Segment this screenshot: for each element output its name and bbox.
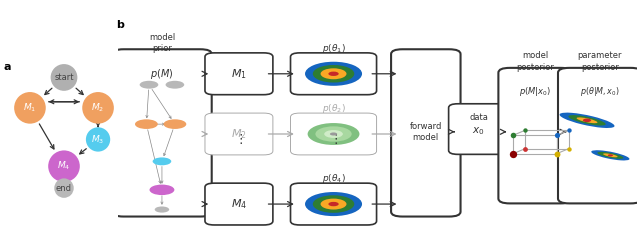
- Circle shape: [308, 123, 360, 145]
- Text: $M_{4}$: $M_{4}$: [58, 160, 70, 173]
- Circle shape: [48, 150, 80, 182]
- FancyBboxPatch shape: [449, 104, 509, 154]
- Circle shape: [152, 157, 172, 165]
- Circle shape: [321, 68, 346, 79]
- Circle shape: [313, 65, 355, 83]
- Text: $M_4$: $M_4$: [231, 197, 247, 211]
- Ellipse shape: [591, 150, 630, 160]
- Circle shape: [313, 195, 355, 213]
- Circle shape: [86, 127, 110, 152]
- Text: $p(\theta|M,x_0)$: $p(\theta|M,x_0)$: [580, 85, 620, 98]
- Text: model
prior: model prior: [149, 33, 175, 53]
- Circle shape: [316, 126, 352, 142]
- FancyBboxPatch shape: [205, 183, 273, 225]
- Ellipse shape: [568, 115, 605, 125]
- Ellipse shape: [559, 113, 614, 128]
- Circle shape: [163, 119, 186, 129]
- Circle shape: [54, 178, 74, 198]
- Ellipse shape: [577, 117, 598, 123]
- Text: $p(M|x_0)$: $p(M|x_0)$: [519, 85, 551, 98]
- Point: [520, 147, 531, 150]
- FancyBboxPatch shape: [291, 113, 376, 155]
- Text: forward
model: forward model: [410, 122, 442, 142]
- Circle shape: [328, 72, 339, 76]
- Text: $M_2$: $M_2$: [231, 127, 247, 141]
- Circle shape: [305, 192, 362, 216]
- Ellipse shape: [603, 154, 618, 157]
- Text: $M_1$: $M_1$: [231, 67, 247, 81]
- Circle shape: [608, 154, 613, 156]
- Text: start: start: [54, 73, 74, 82]
- Point: [552, 152, 562, 155]
- Circle shape: [328, 202, 339, 206]
- Text: $M_{3}$: $M_{3}$: [92, 133, 105, 146]
- Circle shape: [140, 81, 158, 89]
- Point: [552, 133, 562, 137]
- Circle shape: [150, 185, 174, 195]
- Circle shape: [305, 62, 362, 86]
- FancyBboxPatch shape: [499, 68, 572, 203]
- Text: model
posterior: model posterior: [516, 51, 554, 72]
- Text: $p(\theta_4)$: $p(\theta_4)$: [322, 172, 346, 185]
- Text: parameter
posterior: parameter posterior: [578, 51, 622, 72]
- Text: $\vdots$: $\vdots$: [234, 132, 243, 146]
- Circle shape: [83, 92, 114, 124]
- Point: [520, 128, 531, 132]
- Circle shape: [324, 130, 343, 138]
- Text: b: b: [116, 20, 124, 30]
- Text: $M_{1}$: $M_{1}$: [23, 102, 36, 114]
- Point: [564, 128, 574, 132]
- Circle shape: [135, 119, 158, 129]
- Text: end: end: [56, 183, 72, 193]
- Point: [564, 147, 574, 150]
- Circle shape: [155, 207, 169, 213]
- FancyBboxPatch shape: [291, 183, 376, 225]
- Ellipse shape: [597, 152, 623, 159]
- Point: [508, 133, 518, 137]
- FancyBboxPatch shape: [291, 53, 376, 95]
- Text: data: data: [469, 113, 488, 122]
- Circle shape: [583, 119, 591, 122]
- Text: $p(\theta_2)$: $p(\theta_2)$: [322, 102, 346, 115]
- Text: $\vdots$: $\vdots$: [329, 132, 338, 146]
- Text: $M_{2}$: $M_{2}$: [92, 102, 104, 114]
- Circle shape: [14, 92, 46, 124]
- Circle shape: [166, 81, 184, 89]
- Text: $p(\theta_1)$: $p(\theta_1)$: [322, 42, 346, 55]
- Circle shape: [330, 133, 337, 135]
- Circle shape: [321, 198, 346, 209]
- Text: a: a: [3, 62, 11, 72]
- Point: [508, 152, 518, 155]
- FancyBboxPatch shape: [391, 49, 461, 217]
- FancyBboxPatch shape: [112, 49, 212, 217]
- FancyBboxPatch shape: [205, 53, 273, 95]
- FancyBboxPatch shape: [205, 113, 273, 155]
- Circle shape: [51, 64, 77, 91]
- Text: $x_0$: $x_0$: [472, 125, 485, 137]
- FancyBboxPatch shape: [558, 68, 640, 203]
- Text: $p(M)$: $p(M)$: [150, 67, 173, 81]
